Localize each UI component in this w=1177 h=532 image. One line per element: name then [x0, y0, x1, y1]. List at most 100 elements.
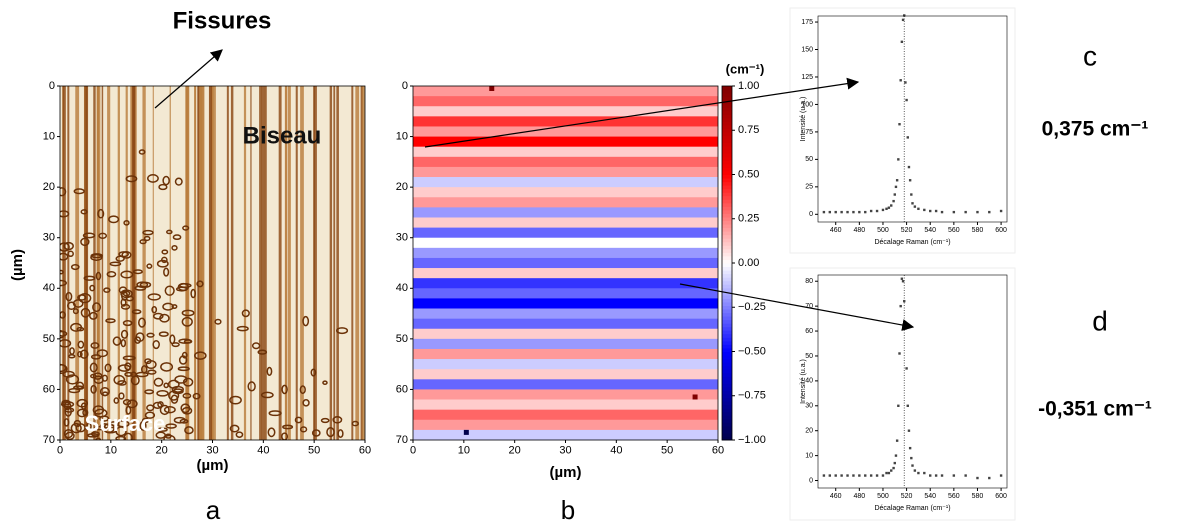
- stripe: [285, 86, 288, 440]
- y-tick-label: 100: [801, 101, 813, 108]
- stripe: [142, 86, 146, 440]
- crack: [95, 271, 102, 281]
- crack: [174, 375, 188, 384]
- colorbar-step: [722, 142, 732, 147]
- crack: [89, 284, 96, 292]
- crack: [80, 209, 88, 215]
- crack: [162, 302, 174, 311]
- crack: [302, 399, 310, 407]
- crack: [299, 426, 308, 433]
- crack: [79, 349, 89, 359]
- heat-row: [413, 247, 718, 259]
- point: [822, 474, 826, 477]
- crack: [68, 388, 81, 394]
- colorbar-step: [722, 305, 732, 310]
- crack: [181, 309, 195, 317]
- point: [846, 474, 849, 477]
- point: [898, 352, 901, 355]
- x-tick-label: 460: [830, 227, 842, 234]
- colorbar-step: [722, 408, 732, 413]
- crack: [182, 377, 194, 387]
- point: [834, 210, 837, 214]
- annotation: Biseau: [243, 122, 322, 149]
- crack: [167, 379, 180, 389]
- point: [910, 193, 913, 196]
- x-tick-label: 560: [948, 493, 960, 500]
- colorbar-step: [722, 248, 732, 253]
- crack: [65, 291, 73, 302]
- crack: [171, 304, 178, 309]
- crack: [294, 416, 303, 424]
- crack: [117, 364, 131, 372]
- heat-row: [413, 409, 718, 421]
- crack: [76, 326, 85, 332]
- colorbar-step: [722, 312, 732, 317]
- stripe: [336, 86, 339, 440]
- plot-frame: [817, 274, 1008, 489]
- crack: [112, 336, 122, 346]
- point: [894, 454, 898, 457]
- crack: [159, 404, 170, 416]
- crack: [76, 408, 88, 418]
- heat-row: [413, 207, 718, 218]
- crack: [196, 280, 204, 288]
- point: [901, 280, 905, 283]
- point: [903, 299, 906, 303]
- stripe: [261, 86, 266, 440]
- heat-cell: [489, 86, 495, 91]
- point: [923, 208, 926, 212]
- point: [897, 158, 900, 161]
- crack: [162, 175, 170, 186]
- crack: [113, 374, 126, 385]
- crack: [144, 411, 156, 419]
- crack: [120, 339, 127, 348]
- y-tick-label: 70: [43, 434, 55, 446]
- colorbar-step: [722, 266, 732, 271]
- point: [869, 474, 873, 477]
- colorbar-step: [722, 337, 732, 342]
- colorbar-step: [722, 362, 732, 367]
- crack: [322, 380, 328, 385]
- y-tick-label: 10: [396, 130, 408, 142]
- crack: [160, 362, 174, 372]
- colorbar-step: [722, 114, 732, 119]
- crack: [163, 406, 176, 414]
- point: [887, 206, 891, 209]
- stripe: [199, 86, 204, 440]
- crack: [299, 385, 306, 395]
- colorbar-step: [722, 294, 732, 299]
- point: [822, 210, 826, 214]
- colorbar-step: [722, 160, 732, 165]
- crack: [155, 431, 166, 439]
- colorbar-step: [722, 199, 732, 204]
- crack: [236, 325, 249, 332]
- crack: [80, 307, 91, 318]
- point: [999, 474, 1003, 477]
- crack: [116, 420, 130, 428]
- crack: [60, 330, 65, 339]
- point: [911, 464, 914, 467]
- heat-row: [413, 328, 718, 340]
- crack: [171, 244, 178, 251]
- colorbar-step: [722, 358, 732, 363]
- y-tick-label: 80: [805, 278, 813, 285]
- point: [852, 474, 855, 477]
- stripe: [197, 86, 200, 440]
- crack: [73, 188, 85, 195]
- crack: [168, 390, 180, 401]
- colorbar-step: [722, 326, 732, 331]
- crack: [257, 349, 268, 355]
- y-tick-label: 75: [805, 129, 813, 136]
- crack: [146, 332, 155, 338]
- x-tick-label: 520: [901, 227, 913, 234]
- x-axis-label: (µm): [197, 457, 229, 474]
- crack: [282, 424, 294, 430]
- point: [828, 210, 832, 214]
- crack: [146, 404, 155, 412]
- crack: [267, 427, 276, 438]
- heat-row: [413, 106, 718, 117]
- crack: [118, 392, 125, 400]
- colorbar-step: [722, 365, 732, 370]
- colorbar-step: [722, 220, 732, 225]
- point: [934, 474, 938, 477]
